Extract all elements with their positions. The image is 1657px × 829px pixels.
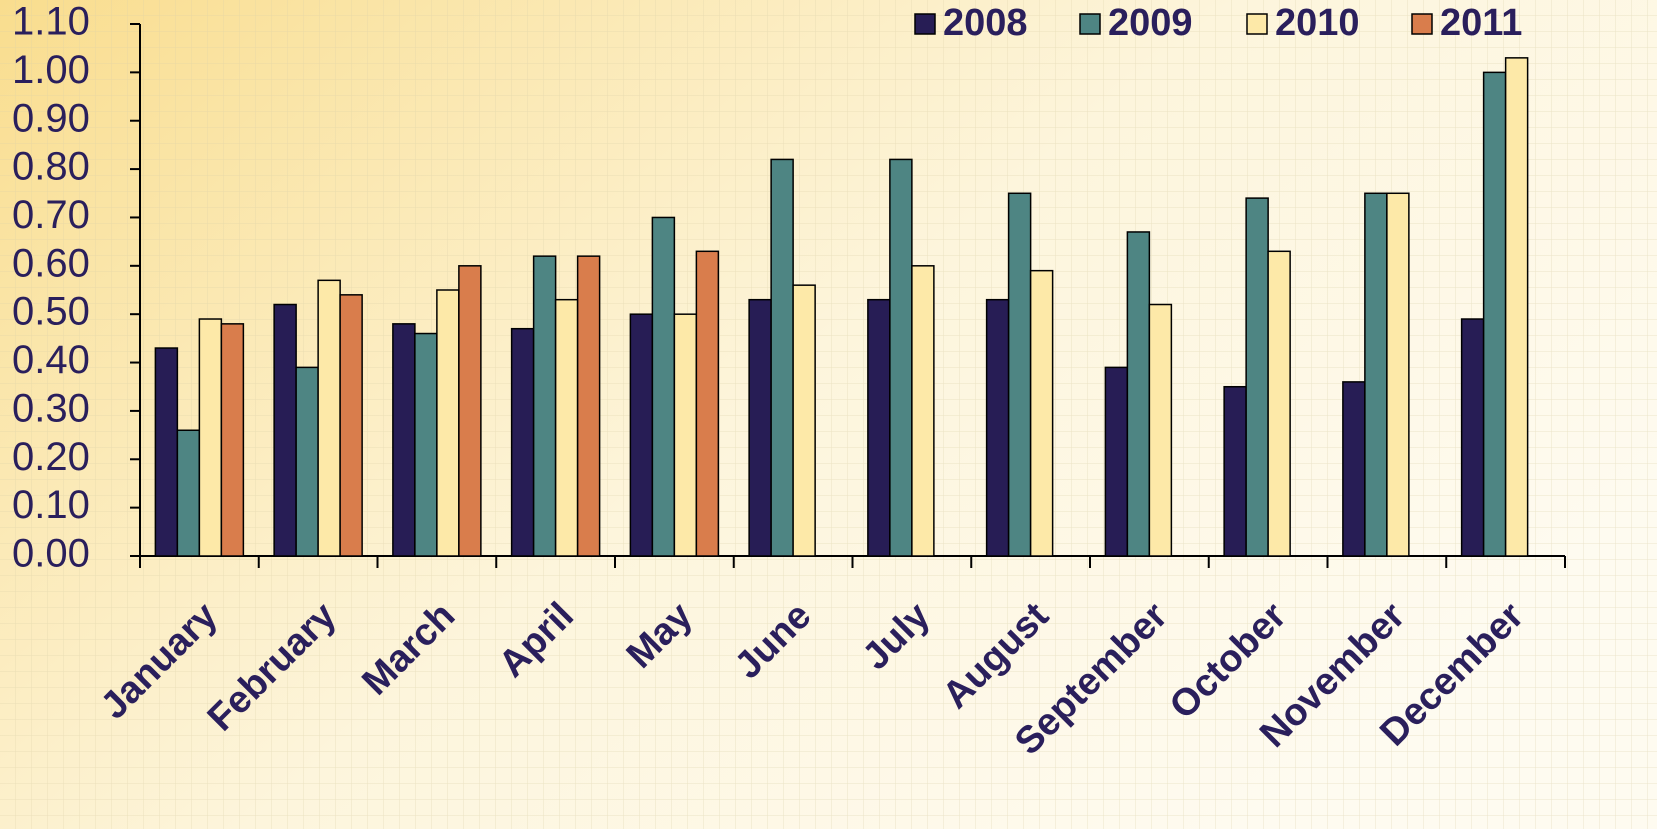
y-tick-label: 1.10 bbox=[12, 0, 90, 44]
bar bbox=[436, 289, 460, 557]
legend-label: 2010 bbox=[1275, 2, 1360, 44]
bar bbox=[1364, 192, 1388, 557]
bar bbox=[295, 366, 319, 557]
bar bbox=[339, 294, 363, 557]
legend-swatch bbox=[914, 13, 936, 35]
bar bbox=[220, 323, 245, 557]
bar bbox=[911, 265, 935, 557]
bar bbox=[392, 323, 416, 557]
bar bbox=[1482, 71, 1507, 557]
bar bbox=[985, 298, 1010, 557]
bar bbox=[414, 332, 438, 557]
bar bbox=[1223, 385, 1247, 557]
y-tick-label: 0.80 bbox=[12, 145, 90, 189]
bar bbox=[1386, 192, 1410, 557]
bar bbox=[510, 327, 535, 557]
bar bbox=[198, 318, 223, 557]
y-tick-label: 1.00 bbox=[12, 48, 90, 92]
bar bbox=[770, 158, 794, 557]
y-tick-label: 0.70 bbox=[12, 193, 90, 237]
bar bbox=[176, 429, 201, 557]
bar bbox=[673, 313, 698, 557]
legend-label: 2008 bbox=[943, 2, 1028, 44]
bar bbox=[1245, 197, 1269, 557]
bar bbox=[1504, 57, 1529, 557]
bar bbox=[1007, 192, 1032, 557]
bar bbox=[273, 303, 297, 557]
bar bbox=[1104, 366, 1129, 557]
bar bbox=[792, 284, 816, 557]
legend-swatch bbox=[1411, 13, 1433, 35]
bar bbox=[532, 255, 557, 557]
bar bbox=[1460, 318, 1485, 557]
bar bbox=[867, 298, 891, 557]
y-tick-label: 0.90 bbox=[12, 96, 90, 140]
bar bbox=[1267, 250, 1291, 557]
bar bbox=[317, 279, 341, 557]
y-tick-label: 0.10 bbox=[12, 483, 90, 527]
legend-label: 2009 bbox=[1108, 2, 1193, 44]
bar bbox=[651, 216, 676, 557]
y-tick-label: 0.20 bbox=[12, 435, 90, 479]
y-tick-label: 0.60 bbox=[12, 241, 90, 285]
y-tick-label: 0.00 bbox=[12, 532, 90, 576]
bar bbox=[1342, 381, 1366, 557]
legend-label: 2011 bbox=[1440, 2, 1522, 44]
bar bbox=[576, 255, 601, 557]
legend-swatch bbox=[1246, 13, 1268, 35]
bar bbox=[629, 313, 654, 557]
y-tick-label: 0.30 bbox=[12, 386, 90, 430]
bar bbox=[1148, 303, 1173, 557]
y-tick-label: 0.50 bbox=[12, 290, 90, 334]
bar bbox=[1126, 231, 1151, 557]
legend-swatch bbox=[1079, 13, 1101, 35]
y-tick-label: 0.40 bbox=[12, 338, 90, 382]
bar bbox=[695, 250, 720, 557]
bar bbox=[748, 298, 772, 557]
bar bbox=[458, 265, 482, 557]
bar bbox=[154, 347, 179, 557]
bar bbox=[554, 298, 579, 557]
bar bbox=[1029, 269, 1054, 557]
bar bbox=[889, 158, 913, 557]
